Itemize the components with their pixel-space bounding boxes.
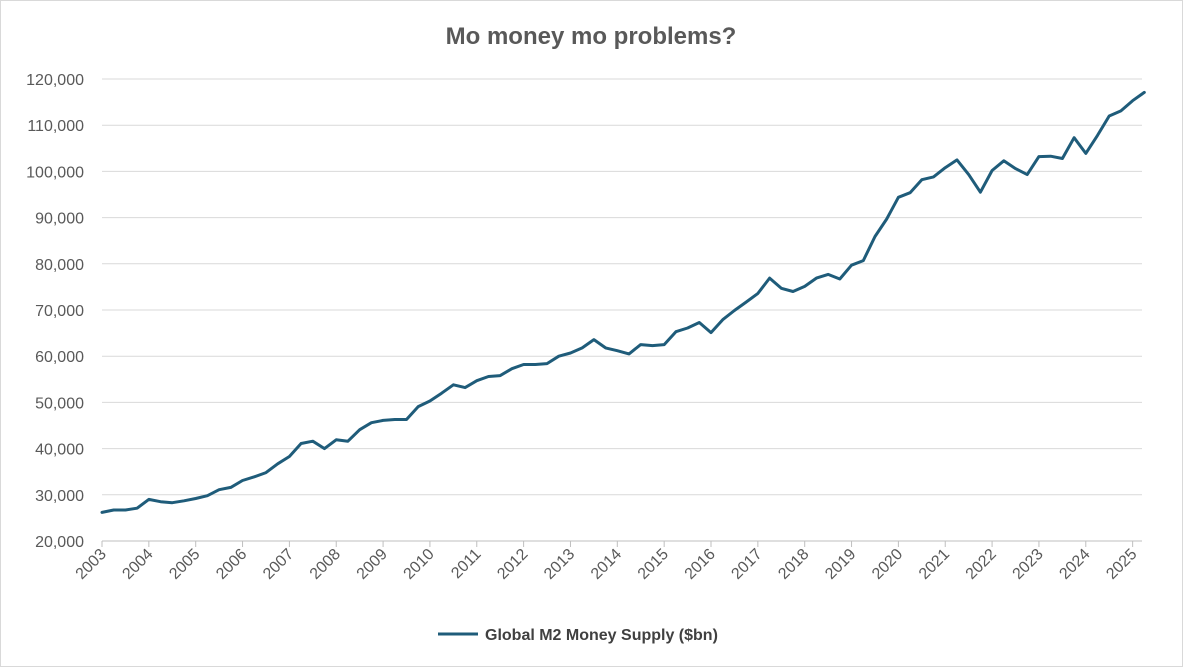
series-layer (100, 90, 1146, 514)
x-tick-label: 2018 (775, 546, 812, 583)
x-axis: 2003 2004 2005 2006 2007 2008 2009 2010 2011 2012… (73, 540, 1142, 583)
series-line-global-m2 (100, 90, 1146, 514)
x-tick-label: 2004 (119, 546, 156, 583)
y-tick-label: 90,000 (35, 211, 84, 228)
y-tick-label: 40,000 (35, 442, 84, 459)
legend-label: Global M2 Money Supply ($bn) (485, 627, 718, 644)
y-tick-label: 80,000 (35, 257, 84, 274)
x-tick-label: 2013 (541, 546, 578, 583)
x-tick-label: 2017 (728, 546, 765, 583)
x-tick-label: 2016 (682, 546, 719, 583)
y-tick-label: 70,000 (35, 303, 84, 320)
x-tick-label: 2009 (354, 546, 391, 583)
x-tick-label: 2005 (166, 546, 203, 583)
y-axis: 20,000 30,000 40,000 50,000 60,000 70,000 80,0… (26, 72, 84, 551)
x-tick-label: 2025 (1103, 546, 1140, 583)
x-tick-label: 2006 (213, 546, 250, 583)
x-tick-label: 2023 (1010, 546, 1047, 583)
x-tick-label: 2022 (963, 546, 1000, 583)
y-tick-label: 120,000 (26, 72, 84, 89)
x-tick-label: 2011 (448, 546, 484, 582)
x-tick-label: 2015 (635, 546, 672, 583)
y-tick-label: 30,000 (35, 488, 84, 505)
x-tick-label: 2020 (869, 546, 906, 583)
gridlines (102, 78, 1142, 496)
x-tick-label: 2008 (307, 546, 344, 583)
x-tick-label: 2012 (494, 546, 531, 583)
x-tick-label: 2014 (588, 546, 625, 583)
x-tick-label: 2021 (916, 546, 953, 583)
y-tick-label: 110,000 (27, 118, 84, 135)
x-tick-label: 2019 (822, 546, 859, 583)
y-tick-label: 60,000 (35, 349, 84, 366)
x-tick-label: 2003 (73, 546, 110, 583)
x-tick-label: 2010 (401, 546, 438, 583)
y-tick-label: 20,000 (35, 534, 84, 551)
legend: Global M2 Money Supply ($bn) (438, 627, 718, 644)
y-tick-label: 100,000 (26, 164, 84, 181)
chart-title: Mo money mo problems? (446, 23, 737, 50)
x-tick-label: 2024 (1056, 546, 1093, 583)
y-tick-label: 50,000 (35, 395, 84, 412)
x-tick-label: 2007 (260, 546, 297, 583)
